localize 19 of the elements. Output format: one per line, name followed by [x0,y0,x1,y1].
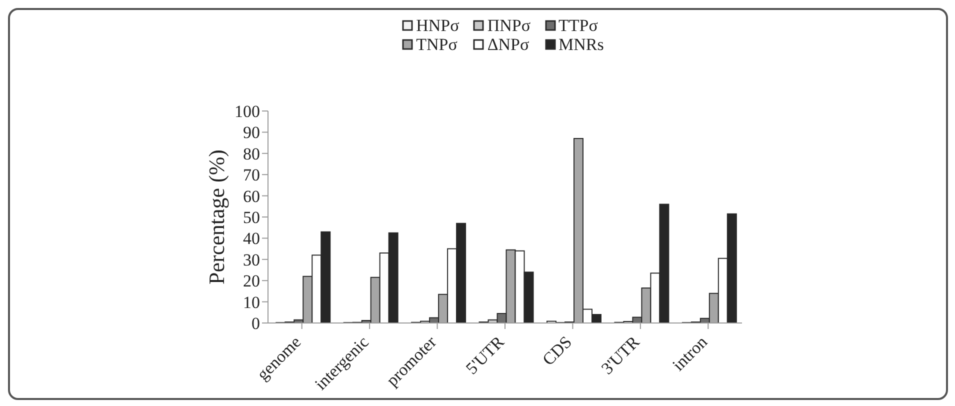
y-tick-label: 0 [252,314,260,334]
legend-label: TTPσ [558,16,598,35]
legend-label: ΔNPσ [487,35,530,54]
y-tick-label: 90 [243,123,260,142]
legend-label: TNPσ [416,35,458,54]
y-tick-label: 60 [243,186,260,206]
y-axis-title: Percentage (%) [204,150,229,284]
y-tick-label: 30 [243,250,260,270]
y-tick-label: 80 [243,144,260,164]
x-tick-label: CDS [538,332,576,370]
y-tick-label: 100 [234,102,260,122]
legend-label: MNRs [558,35,604,54]
y-tick-label: 10 [243,292,260,312]
y-tick-label: 50 [243,208,260,228]
y-tick-label: 20 [243,272,260,291]
y-tick-label: 40 [243,229,260,248]
legend-label: ΠNPσ [487,16,530,35]
legend-label: HNPσ [416,16,460,35]
y-tick-label: 70 [243,166,260,185]
